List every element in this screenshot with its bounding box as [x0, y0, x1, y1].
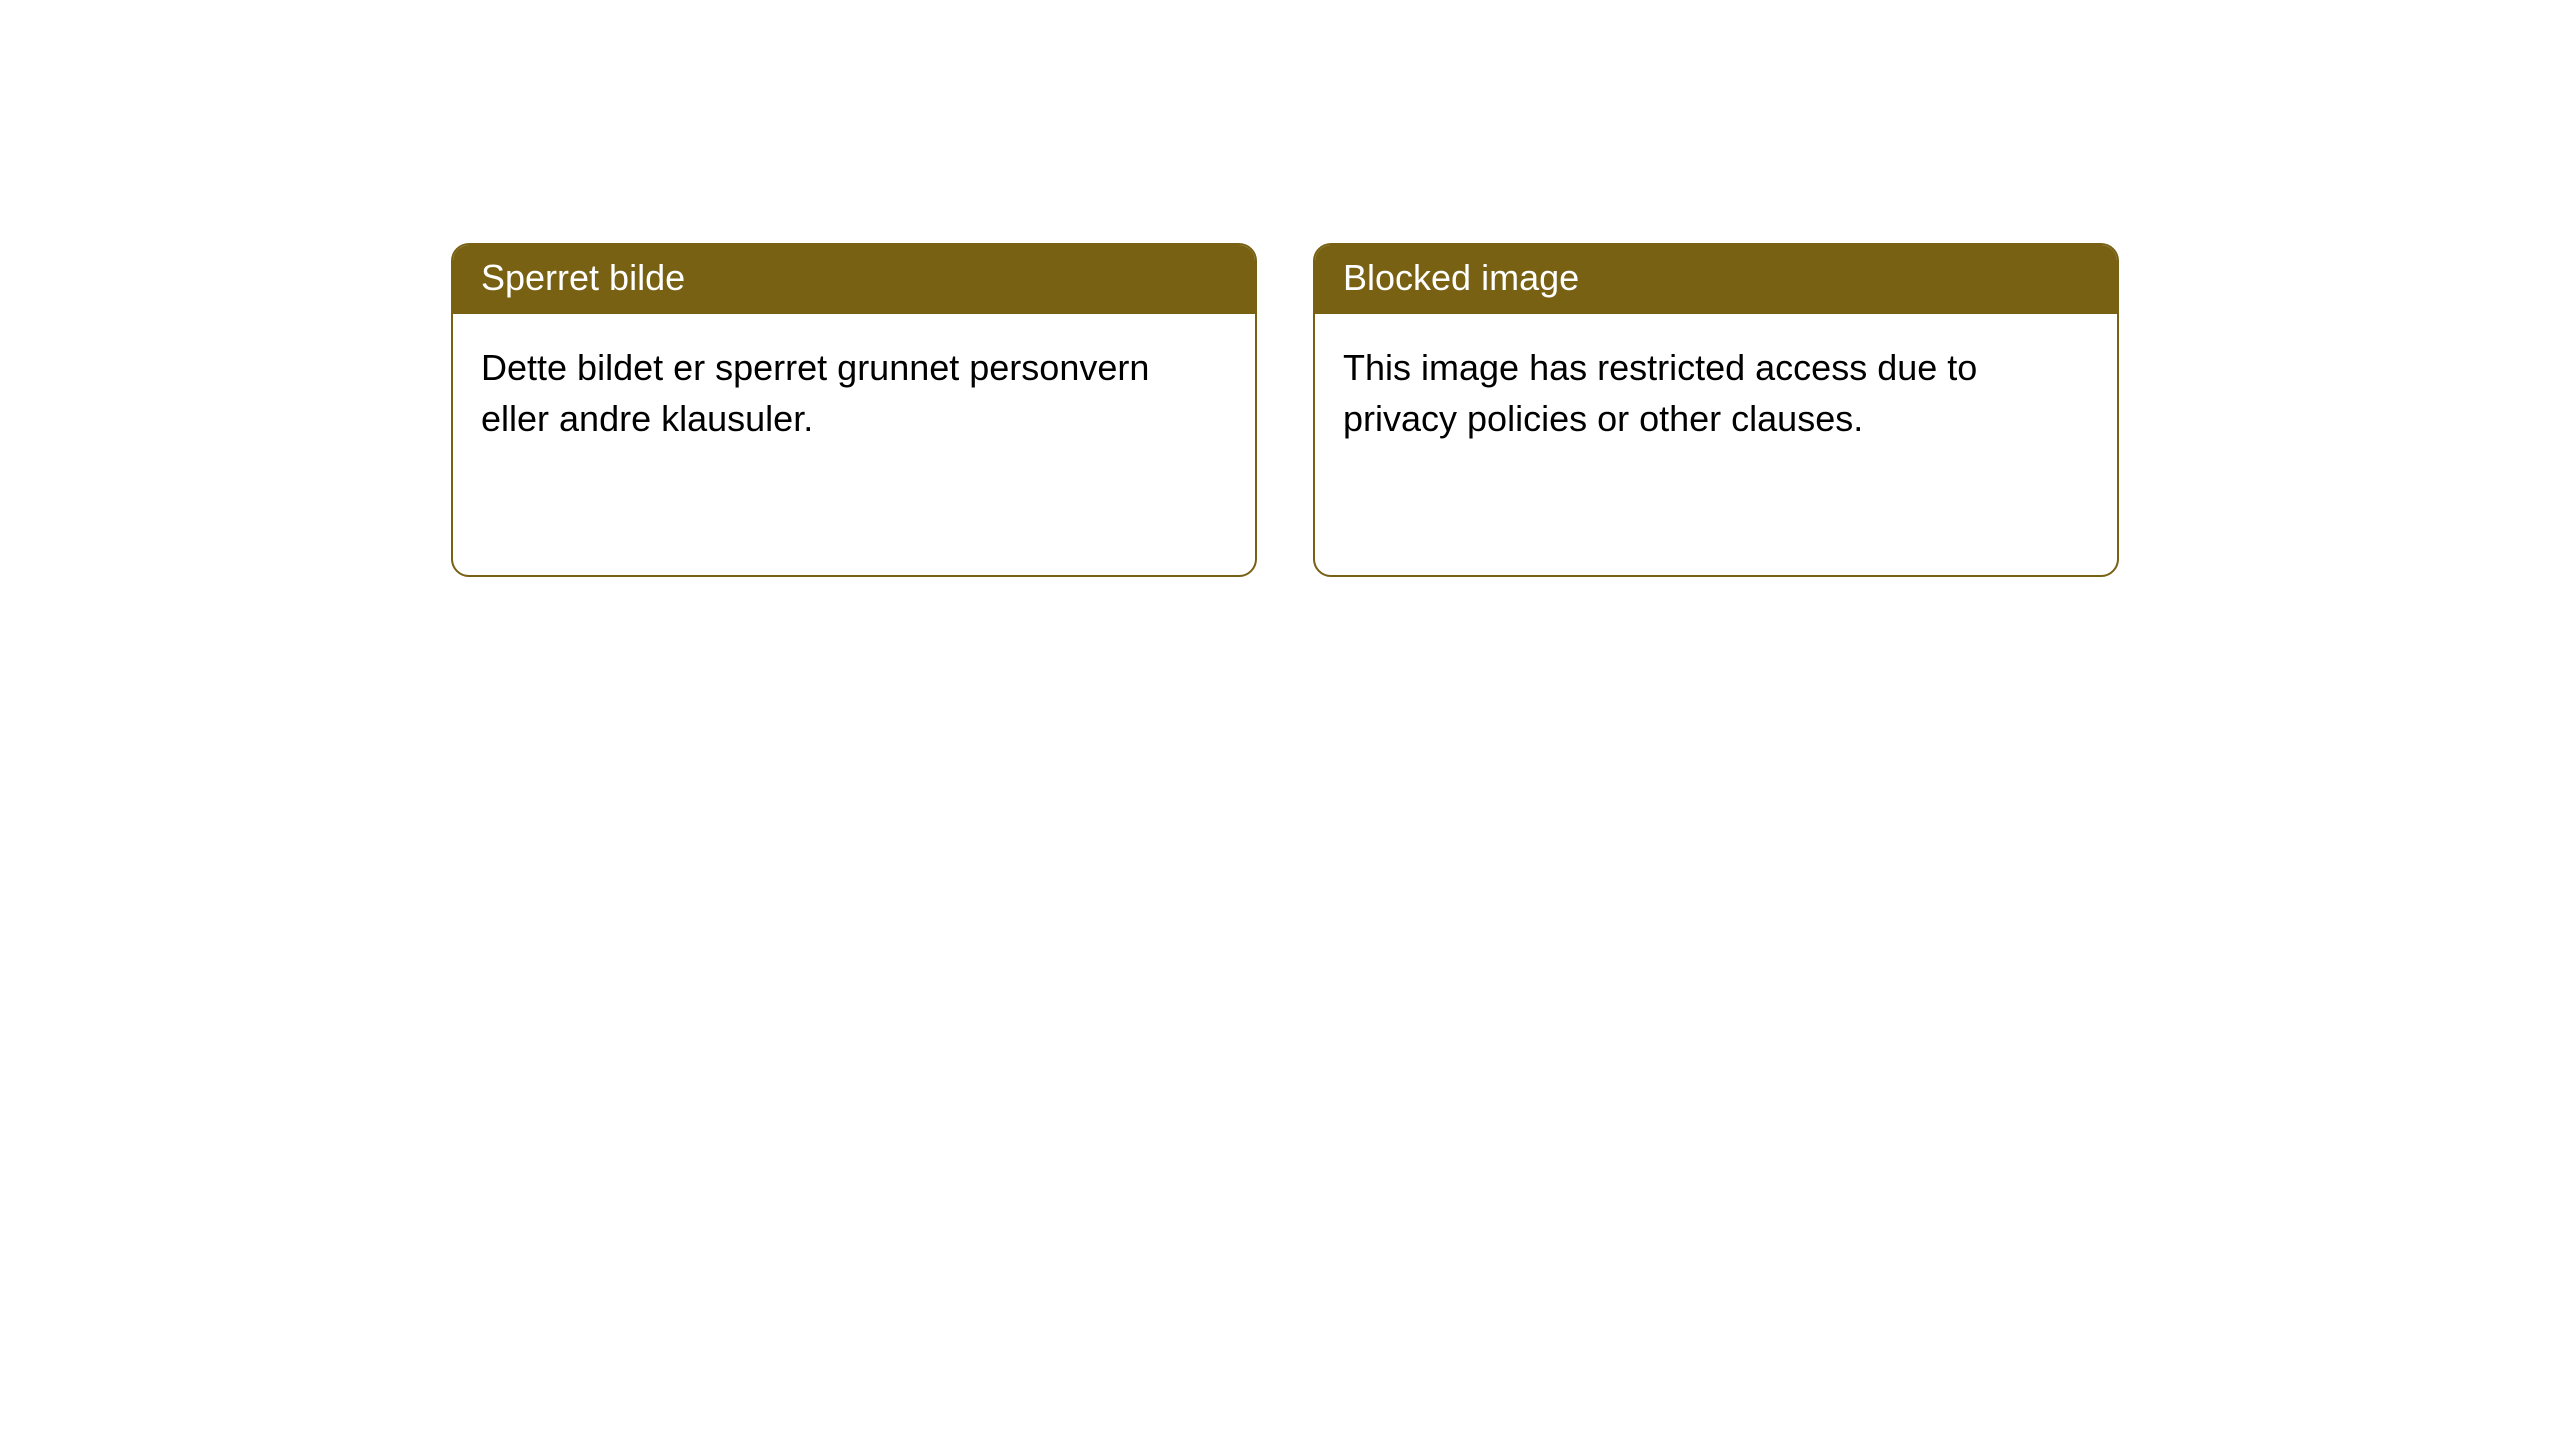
card-body: This image has restricted access due to … [1315, 314, 2117, 472]
card-body: Dette bildet er sperret grunnet personve… [453, 314, 1255, 472]
card-title: Blocked image [1343, 257, 1579, 298]
card-header: Blocked image [1315, 245, 2117, 314]
notice-cards-container: Sperret bilde Dette bildet er sperret gr… [451, 243, 2119, 577]
notice-card-english: Blocked image This image has restricted … [1313, 243, 2119, 577]
notice-card-norwegian: Sperret bilde Dette bildet er sperret gr… [451, 243, 1257, 577]
card-body-text: This image has restricted access due to … [1343, 347, 1977, 439]
card-title: Sperret bilde [481, 257, 685, 298]
card-body-text: Dette bildet er sperret grunnet personve… [481, 347, 1149, 439]
card-header: Sperret bilde [453, 245, 1255, 314]
